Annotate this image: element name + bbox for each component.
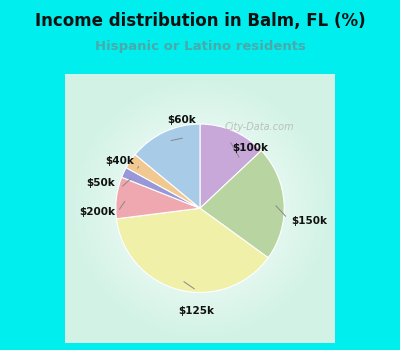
Wedge shape xyxy=(200,124,261,208)
Wedge shape xyxy=(116,177,200,219)
Wedge shape xyxy=(122,168,200,208)
Text: City-Data.com: City-Data.com xyxy=(224,122,294,132)
Text: $150k: $150k xyxy=(292,216,328,226)
Text: $125k: $125k xyxy=(178,306,214,316)
Wedge shape xyxy=(200,150,284,258)
Text: $200k: $200k xyxy=(79,208,115,217)
Text: $50k: $50k xyxy=(86,178,115,188)
Text: $100k: $100k xyxy=(232,142,268,153)
Text: $40k: $40k xyxy=(106,156,134,166)
Text: Income distribution in Balm, FL (%): Income distribution in Balm, FL (%) xyxy=(35,12,365,30)
Text: $60k: $60k xyxy=(167,115,196,125)
Wedge shape xyxy=(135,124,200,208)
Wedge shape xyxy=(116,208,268,293)
Text: Hispanic or Latino residents: Hispanic or Latino residents xyxy=(94,40,306,53)
Wedge shape xyxy=(126,155,200,208)
